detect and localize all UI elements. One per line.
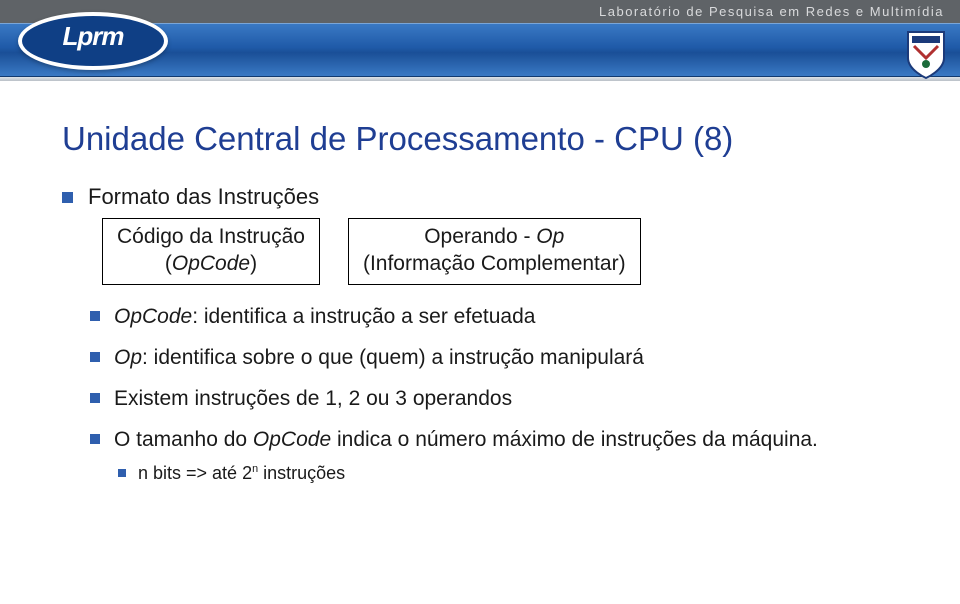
box-operand-italic: Op xyxy=(536,225,564,248)
bullet-formato: Formato das Instruções Código da Instruç… xyxy=(62,184,910,485)
box-operand: Operando - Op (Informação Complementar) xyxy=(348,218,641,285)
bullet-opcode-def-rest: : identifica a instrução a ser efetuada xyxy=(192,305,535,328)
box-opcode-paren-open: ( xyxy=(165,252,172,275)
content-area: Unidade Central de Processamento - CPU (… xyxy=(62,120,910,499)
box-operand-pre: Operando - xyxy=(424,225,536,248)
box-opcode-line2: (OpCode) xyxy=(117,250,305,277)
bullet-operandos-text: Existem instruções de 1, 2 ou 3 operando… xyxy=(114,387,512,410)
bullet-operandos: Existem instruções de 1, 2 ou 3 operando… xyxy=(88,385,910,412)
lprm-logo: Lprm xyxy=(18,12,168,70)
bullet-tamanho-pre: O tamanho do xyxy=(114,428,253,451)
bullet-tamanho: O tamanho do OpCode indica o número máxi… xyxy=(88,426,910,485)
bullet-nbits-pre: n bits => até 2 xyxy=(138,463,252,483)
box-opcode-paren-close: ) xyxy=(250,252,257,275)
bullet-nbits: n bits => até 2n instruções xyxy=(114,462,910,485)
box-opcode-line1: Código da Instrução xyxy=(117,223,305,250)
bullet-op-def-it: Op xyxy=(114,346,142,369)
bullet-op-def: Op: identifica sobre o que (quem) a inst… xyxy=(88,344,910,371)
box-operand-line2: (Informação Complementar) xyxy=(363,250,626,277)
bullet-list-level2: OpCode: identifica a instrução a ser efe… xyxy=(88,303,910,486)
logo-text: Lprm xyxy=(18,21,168,52)
lab-header-text: Laboratório de Pesquisa em Redes e Multi… xyxy=(599,4,944,19)
bullet-tamanho-it: OpCode xyxy=(253,428,331,451)
bullet-formato-text: Formato das Instruções xyxy=(88,184,319,209)
slide-title: Unidade Central de Processamento - CPU (… xyxy=(62,120,910,158)
box-opcode: Código da Instrução (OpCode) xyxy=(102,218,320,285)
bullet-list-level3: n bits => até 2n instruções xyxy=(114,462,910,485)
bullet-list-level1: Formato das Instruções Código da Instruç… xyxy=(62,184,910,485)
bullet-opcode-def-it: OpCode xyxy=(114,305,192,328)
header-divider xyxy=(0,77,960,81)
slide: Laboratório de Pesquisa em Redes e Multi… xyxy=(0,0,960,604)
box-operand-line1: Operando - Op xyxy=(363,223,626,250)
bullet-tamanho-post: indica o número máximo de instruções da … xyxy=(331,428,818,451)
bullet-opcode-def: OpCode: identifica a instrução a ser efe… xyxy=(88,303,910,330)
box-opcode-italic: OpCode xyxy=(172,252,250,275)
bullet-nbits-post: instruções xyxy=(258,463,345,483)
ufes-shield-icon xyxy=(906,30,946,80)
instruction-format-boxes: Código da Instrução (OpCode) Operando - … xyxy=(102,218,910,285)
bullet-op-def-rest: : identifica sobre o que (quem) a instru… xyxy=(142,346,644,369)
